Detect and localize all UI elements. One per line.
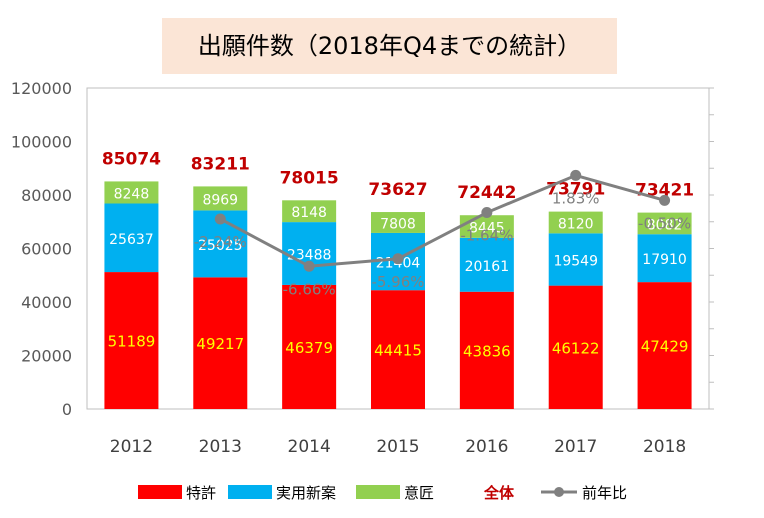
bar-segment <box>104 181 159 204</box>
bar-segment <box>637 234 692 283</box>
yoy-label: -2.24% <box>194 233 247 251</box>
y-tick-label: 100000 <box>11 133 72 152</box>
y-tick-label: 80000 <box>21 186 72 205</box>
bar-segment <box>282 200 337 223</box>
legend-label-design: 意匠 <box>404 483 435 502</box>
total-label: 85074 <box>102 149 161 169</box>
bar-value-label: 51189 <box>108 333 156 351</box>
bar-value-label: 17910 <box>642 252 687 268</box>
x-tick-label: 2014 <box>288 437 331 457</box>
bar-segment <box>637 212 692 235</box>
y-tick-label: 60000 <box>21 240 72 259</box>
bar-value-label: 8248 <box>114 186 150 202</box>
y-tick-label: 120000 <box>11 79 72 98</box>
bar-segment <box>104 203 159 273</box>
bar-value-label: 43836 <box>463 342 511 360</box>
bar-segment <box>282 222 337 285</box>
bar-segment <box>371 212 425 233</box>
legend-label-patent: 特許 <box>186 483 217 502</box>
legend-swatch-design <box>356 485 400 499</box>
x-tick-label: 2016 <box>465 437 508 457</box>
y-tick-label: 40000 <box>21 293 72 312</box>
yoy-point <box>481 207 493 219</box>
legend-item-total: 全体 <box>484 480 514 504</box>
total-label: 78015 <box>280 168 339 188</box>
bar-segment <box>193 277 248 409</box>
yoy-label: -1.64% <box>460 227 513 245</box>
bar-value-label: 47429 <box>641 338 689 356</box>
x-tick-label: 2013 <box>199 437 242 457</box>
y-tick-label: 20000 <box>21 347 72 366</box>
bar-segment <box>637 282 692 409</box>
bar-value-label: 8120 <box>558 216 594 232</box>
bar-segment <box>459 237 514 292</box>
legend-swatch-utility <box>228 485 272 499</box>
x-tick-label: 2017 <box>554 437 597 457</box>
total-label: 72442 <box>457 183 516 203</box>
legend-item-utility: 実用新案 <box>228 480 336 504</box>
yoy-line <box>219 173 665 268</box>
legend-swatch-yoy <box>541 487 577 497</box>
total-label: 83211 <box>191 154 250 174</box>
legend-item-patent: 特許 <box>138 480 216 504</box>
bar-value-label: 46379 <box>285 339 333 357</box>
yoy-label: -0.50% <box>638 214 691 232</box>
x-tick-label: 2015 <box>376 437 419 457</box>
yoy-point <box>303 260 315 272</box>
yoy-point <box>214 213 226 225</box>
bar-segment <box>459 291 514 409</box>
bar-value-label: 8969 <box>202 192 238 208</box>
bar-value-label: 8148 <box>291 205 327 221</box>
bar-segment <box>548 285 603 409</box>
bar-value-label: 8445 <box>469 221 505 237</box>
bar-value-label: 7808 <box>380 216 416 232</box>
yoy-label: -5.96% <box>371 273 424 291</box>
bar-value-label: 49217 <box>196 335 244 353</box>
legend-label-utility: 実用新案 <box>276 483 337 502</box>
total-label: 73627 <box>368 180 427 200</box>
bar-segment <box>371 290 425 409</box>
yoy-point <box>392 253 404 265</box>
total-label: 73791 <box>546 180 605 200</box>
yoy-label: 1.83% <box>552 189 600 207</box>
bar-value-label: 20161 <box>465 259 510 275</box>
bar-value-label: 8082 <box>647 217 683 233</box>
bar-value-label: 19549 <box>553 253 598 269</box>
legend-label-yoy: 前年比 <box>582 483 628 502</box>
yoy-point <box>659 194 671 206</box>
legend-item-yoy: 前年比 <box>540 480 627 504</box>
yoy-point <box>570 169 582 181</box>
legend-item-design: 意匠 <box>356 480 434 504</box>
chart-title: 出願件数（2018年Q4までの統計） <box>197 32 582 60</box>
bar-value-label: 25637 <box>109 232 154 248</box>
bar-segment <box>193 186 248 211</box>
bar-segment <box>282 284 337 409</box>
bar-value-label: 25025 <box>198 238 243 254</box>
chart-title-box: 出願件数（2018年Q4までの統計） <box>162 18 617 74</box>
bar-segment <box>548 233 603 286</box>
bar-segment <box>104 272 159 409</box>
y-tick-label: 0 <box>62 400 72 419</box>
bar-value-label: 46122 <box>552 339 600 357</box>
bar-segment <box>548 211 603 234</box>
chart-svg: 0 20000 40000 60000 80000 100000 120000 51189 25… <box>11 79 714 457</box>
bar-value-label: 44415 <box>374 342 422 360</box>
legend-label-total: 全体 <box>484 483 515 502</box>
legend-swatch-patent <box>138 485 182 499</box>
yoy-label: -6.66% <box>283 280 336 298</box>
x-tick-label: 2018 <box>643 437 686 457</box>
x-tick-label: 2012 <box>110 437 153 457</box>
